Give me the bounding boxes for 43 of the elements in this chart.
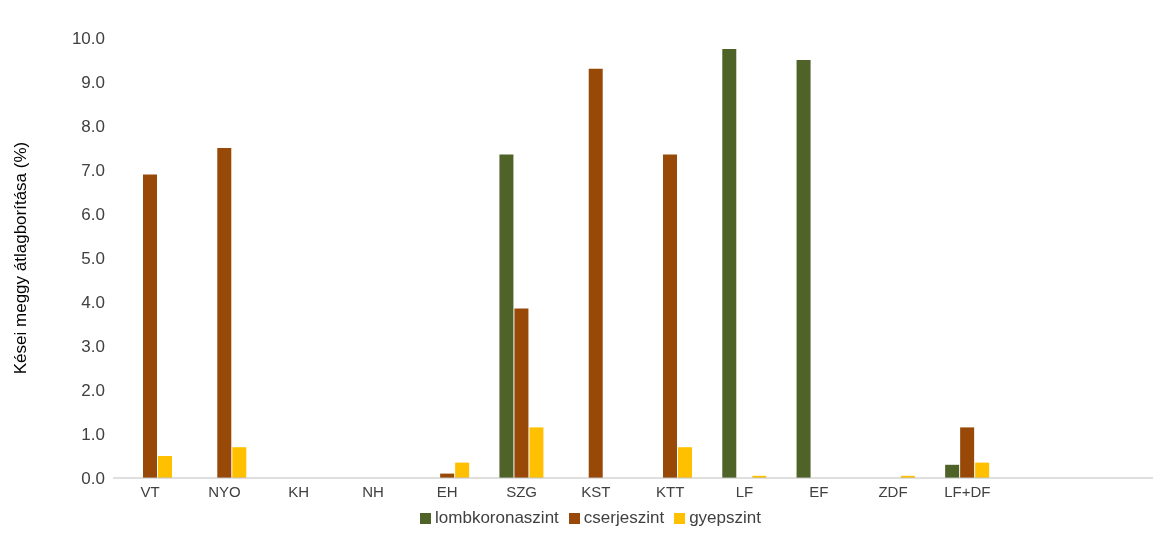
y-tick-label: 4.0 xyxy=(81,293,105,313)
bar xyxy=(663,154,677,478)
bar xyxy=(960,427,975,478)
bar xyxy=(796,60,811,478)
x-tick-label: LF+DF xyxy=(944,482,991,500)
bar xyxy=(143,174,157,478)
bar xyxy=(722,49,737,478)
bar xyxy=(588,68,603,478)
bar xyxy=(678,447,692,478)
x-tick-label: LF xyxy=(735,482,754,500)
bar xyxy=(529,427,544,478)
y-tick-label: 2.0 xyxy=(81,381,105,401)
bar xyxy=(499,154,514,478)
x-tick-label: KTT xyxy=(655,482,685,500)
x-tick-label: KST xyxy=(581,482,611,500)
bar xyxy=(975,462,990,478)
bar xyxy=(455,462,470,478)
bar xyxy=(158,456,172,478)
x-tick-label: KH xyxy=(288,482,310,500)
bar xyxy=(945,464,960,478)
legend-label: lombkoronaszint xyxy=(435,508,559,527)
y-axis-title: Kései meggy átlagborítása (%) xyxy=(11,141,31,375)
y-tick-label: 1.0 xyxy=(81,425,105,445)
x-tick-label: ZDF xyxy=(878,482,908,500)
legend-label: cserjeszint xyxy=(583,508,665,527)
bar xyxy=(232,447,247,478)
y-tick-label: 3.0 xyxy=(81,337,105,357)
y-tick-label: 8.0 xyxy=(81,117,105,137)
bar xyxy=(514,308,529,478)
x-tick-label: VT xyxy=(140,482,160,500)
y-tick-label: 9.0 xyxy=(81,73,105,93)
y-tick-label: 10.0 xyxy=(71,29,105,49)
x-tick-label: SZG xyxy=(506,482,537,500)
y-tick-label: 6.0 xyxy=(81,205,105,225)
legend-label: gyepszint xyxy=(689,508,761,527)
x-tick-label: EH xyxy=(436,482,458,500)
bar xyxy=(217,148,232,478)
x-tick-label: EF xyxy=(809,482,829,500)
y-tick-label: 0.0 xyxy=(81,469,105,489)
y-tick-label: 5.0 xyxy=(81,249,105,269)
x-tick-label: NYO xyxy=(208,482,241,500)
y-tick-label: 7.0 xyxy=(81,161,105,181)
x-tick-label: NH xyxy=(362,482,384,500)
